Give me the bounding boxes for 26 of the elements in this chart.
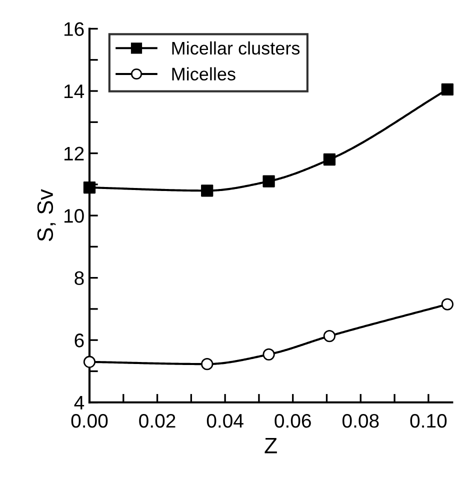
x-tick-label: 0.06: [274, 414, 311, 428]
y-tick-label: 4: [74, 396, 84, 410]
x-tick-label: 0.10: [410, 414, 447, 428]
x-tick-label: 0.04: [206, 414, 244, 428]
y-tick-label: 10: [64, 209, 84, 223]
y-axis-title: S, Sv: [37, 189, 56, 242]
x-axis-title: Z: [264, 438, 277, 454]
legend-label: Micellar clusters: [172, 41, 300, 55]
y-tick-label: 16: [64, 22, 84, 36]
legend-label: Micelles: [172, 67, 236, 80]
point: [441, 298, 454, 310]
point: [83, 356, 96, 368]
point: [201, 358, 214, 370]
y-tick-label: 6: [74, 334, 84, 348]
point: [262, 348, 275, 360]
x-tick-label: 0.02: [139, 414, 176, 428]
y-tick-label: 14: [64, 84, 84, 98]
x-tick-label: 0.08: [342, 414, 379, 428]
point: [441, 83, 454, 96]
point: [323, 330, 336, 342]
x-tick-label: 0.00: [71, 414, 108, 428]
point: [323, 153, 336, 166]
point: [201, 184, 214, 197]
y-tick-label: 12: [64, 146, 84, 160]
y-tick-label: 8: [74, 271, 84, 286]
point: [262, 175, 275, 188]
